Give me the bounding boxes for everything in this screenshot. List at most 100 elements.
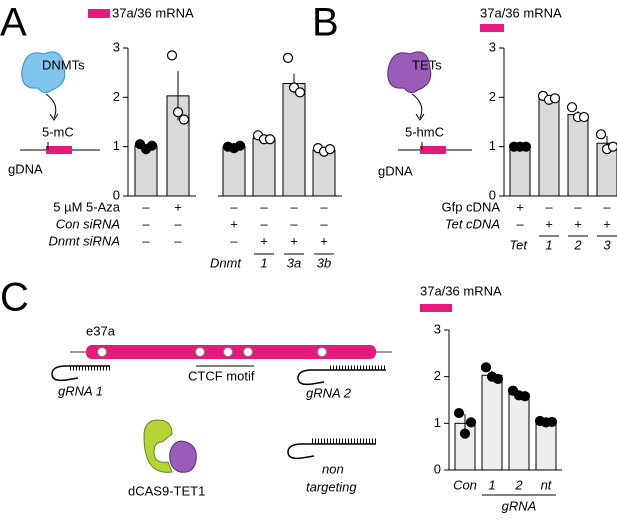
- data-point: [548, 417, 557, 426]
- data-point: [296, 88, 305, 97]
- data-point: [148, 141, 157, 150]
- row-sign: +: [260, 233, 268, 248]
- row-sign: +: [516, 199, 524, 214]
- tet-icon: [170, 441, 197, 472]
- title-swatch: [420, 304, 452, 312]
- data-point: [494, 375, 503, 384]
- data-point: [597, 130, 606, 139]
- row-label: Con siRNA: [56, 216, 120, 231]
- data-point: [266, 135, 275, 144]
- data-point: [522, 142, 531, 151]
- row-sign: –: [142, 199, 150, 214]
- x-tick-label: 2: [573, 237, 582, 252]
- row-sign: –: [230, 233, 238, 248]
- panel-letter: C: [0, 276, 29, 320]
- row-sign: –: [174, 233, 182, 248]
- row-sign: –: [516, 216, 524, 231]
- data-point: [168, 51, 177, 60]
- diagram-label: gRNA 1: [58, 383, 103, 398]
- diagram-label: 5-hmC: [405, 124, 444, 139]
- y-tick-label: 2: [434, 368, 441, 383]
- diagram-label: gDNA: [8, 161, 43, 176]
- data-point: [568, 103, 577, 112]
- diagram-label: CTCF motif: [188, 368, 255, 383]
- grna-hairpin: [52, 366, 110, 380]
- x-tick-label: 3: [603, 237, 611, 252]
- x-tick-label: 3a: [287, 255, 301, 270]
- row-sign: +: [320, 233, 328, 248]
- x-tick-label: 1: [260, 255, 267, 270]
- row-sign: +: [230, 216, 238, 231]
- title-swatch: [480, 24, 504, 32]
- bar: [313, 150, 335, 196]
- x-tick-label: 1: [488, 477, 495, 492]
- arrow: [412, 94, 422, 118]
- row-sign: +: [174, 199, 182, 214]
- diagram-label: e37a: [86, 323, 116, 338]
- data-point: [326, 145, 335, 154]
- row-label: 5 µM 5-Aza: [53, 199, 121, 214]
- panel-letter: B: [312, 1, 339, 45]
- chart-title: 37a/36 mRNA: [480, 5, 562, 20]
- bar: [223, 147, 245, 196]
- title-swatch: [88, 9, 110, 18]
- data-point: [461, 429, 470, 438]
- row-label: Dnmt siRNA: [48, 233, 120, 248]
- x-tick-label: 1: [545, 237, 552, 252]
- row-sign: –: [142, 233, 150, 248]
- data-point: [521, 392, 530, 401]
- y-tick-label: 3: [113, 39, 120, 54]
- x-tick-label: nt: [541, 477, 553, 492]
- x-tick-label: Con: [453, 477, 477, 492]
- diagram-label: DNMTs: [42, 57, 85, 72]
- bar: [510, 147, 530, 196]
- panel-letter: A: [0, 1, 27, 45]
- row-sign: –: [574, 199, 582, 214]
- y-tick-label: 3: [489, 39, 496, 54]
- row-label: Gfp cDNA: [441, 199, 500, 214]
- bar: [283, 84, 305, 196]
- bar: [539, 98, 559, 196]
- row-sign: –: [320, 216, 328, 231]
- data-point: [467, 418, 476, 427]
- y-tick-label: 3: [434, 321, 441, 336]
- y-tick-label: 1: [434, 415, 441, 430]
- row-sign: –: [290, 216, 298, 231]
- row-label: Tet cDNA: [445, 216, 500, 231]
- data-point: [174, 108, 183, 117]
- row-sign: –: [320, 199, 328, 214]
- bar: [568, 115, 588, 196]
- grna-hairpin: [288, 444, 376, 458]
- row-sign: –: [230, 199, 238, 214]
- group-label: Tet: [509, 237, 528, 252]
- row-sign: –: [142, 216, 150, 231]
- chart-title: 37a/36 mRNA: [112, 5, 194, 20]
- chart-title: 37a/36 mRNA: [420, 283, 502, 298]
- dcas-icon: [144, 420, 172, 472]
- diagram-label: 5-mC: [42, 124, 74, 139]
- y-tick-label: 1: [489, 138, 496, 153]
- diagram-label: gDNA: [378, 163, 413, 178]
- exon: [420, 146, 446, 154]
- data-point: [455, 409, 464, 418]
- data-point: [482, 363, 491, 372]
- data-point: [180, 115, 189, 124]
- diagram-label: dCAS9-TET1: [128, 483, 205, 498]
- y-tick-label: 1: [113, 138, 120, 153]
- x-tick-label: 2: [514, 477, 523, 492]
- x-axis-label: gRNA: [502, 498, 537, 513]
- bar: [482, 375, 502, 470]
- row-sign: +: [545, 216, 553, 231]
- row-sign: +: [603, 216, 611, 231]
- bar: [536, 422, 556, 470]
- row-sign: –: [174, 216, 182, 231]
- data-point: [609, 142, 617, 151]
- row-sign: –: [260, 216, 268, 231]
- row-sign: –: [603, 199, 611, 214]
- data-point: [236, 141, 245, 150]
- row-sign: –: [545, 199, 553, 214]
- row-sign: +: [574, 216, 582, 231]
- data-point: [580, 113, 589, 122]
- row-sign: +: [290, 233, 298, 248]
